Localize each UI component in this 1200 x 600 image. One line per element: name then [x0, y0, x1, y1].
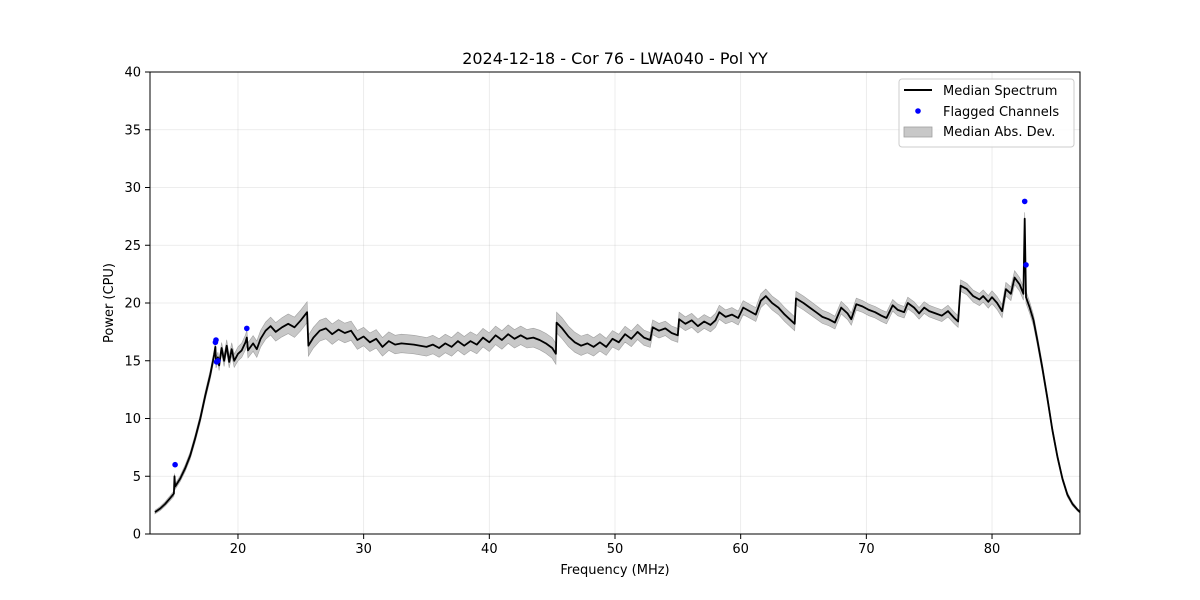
- y-tick-label: 30: [124, 181, 141, 196]
- y-tick-label: 15: [124, 354, 141, 369]
- y-tick-label: 25: [124, 239, 141, 254]
- y-tick-label: 20: [124, 297, 141, 312]
- legend-marker-swatch: [915, 108, 921, 114]
- y-tick-label: 40: [124, 66, 141, 81]
- legend-entry-median-abs-dev: Median Abs. Dev.: [943, 125, 1055, 140]
- x-tick-label: 80: [984, 542, 1001, 557]
- chart-title: 2024-12-18 - Cor 76 - LWA040 - Pol YY: [462, 49, 768, 68]
- y-axis-label: Power (CPU): [102, 263, 117, 343]
- axis-ticks: 20 30 40 50 60 70 80 0 5 10 15 20 25 30 35 40: [124, 66, 1000, 558]
- y-tick-label: 35: [124, 123, 141, 138]
- x-axis-label: Frequency (MHz): [560, 563, 669, 578]
- flagged-channel-point: [213, 337, 219, 343]
- x-tick-label: 60: [732, 542, 749, 557]
- x-tick-label: 40: [481, 542, 498, 557]
- legend: Median Spectrum Flagged Channels Median …: [898, 78, 1075, 148]
- legend-band-swatch: [903, 126, 933, 138]
- x-tick-label: 30: [355, 542, 372, 557]
- x-tick-label: 50: [607, 542, 624, 557]
- legend-box: [898, 78, 1075, 148]
- flagged-channel-point: [244, 325, 250, 332]
- flagged-channel-point: [1023, 262, 1029, 268]
- legend-entry-median-spectrum: Median Spectrum: [943, 84, 1057, 99]
- y-tick-label: 5: [133, 470, 141, 485]
- flagged-channel-point: [172, 461, 178, 468]
- y-tick-label: 10: [124, 412, 141, 427]
- x-tick-label: 20: [230, 542, 247, 557]
- legend-entry-flagged-channels: Flagged Channels: [943, 105, 1059, 120]
- flagged-channel-point: [1021, 198, 1028, 205]
- y-tick-label: 0: [133, 528, 141, 543]
- flagged-channel-point: [215, 358, 221, 364]
- x-tick-label: 70: [858, 542, 875, 557]
- median-spectrum-line: [154, 217, 1081, 513]
